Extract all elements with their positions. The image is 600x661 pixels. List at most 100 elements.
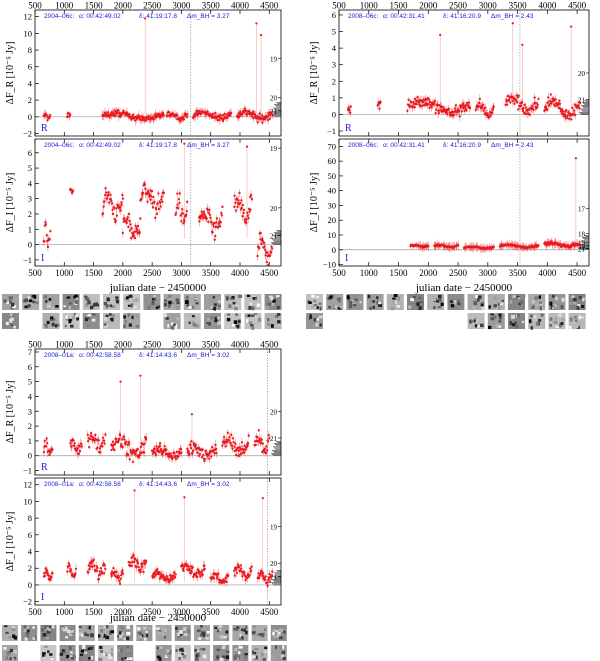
thumbnail-noise (108, 319, 111, 323)
thumbnail-noise (136, 299, 140, 302)
y-tick-label: 50 (328, 171, 337, 181)
x-tick-label-top: 3000 (172, 1, 191, 11)
x-tick-label-bottom: 2000 (419, 268, 438, 278)
panel-title-part: α: 00:42:31.41 (383, 142, 425, 149)
thumbnail-noise (408, 305, 412, 309)
thumbnail-noise (573, 316, 577, 319)
x-tick-label-bottom: 1500 (390, 268, 409, 278)
thumbnail-noise (213, 306, 216, 311)
thumbnail-noise (308, 322, 312, 326)
thumbnail-noise (176, 302, 180, 305)
thumbnail-noise (197, 653, 201, 658)
data-point (122, 435, 126, 438)
data-point (142, 570, 145, 574)
thumbnail-noise (10, 319, 14, 323)
data-point (129, 223, 132, 226)
data-point (172, 574, 175, 577)
data-point (410, 101, 413, 104)
thumbnail-noise (498, 313, 502, 317)
data-point (76, 447, 79, 450)
thumbnail-noise (51, 322, 55, 327)
data-point (133, 236, 137, 240)
data-point (185, 115, 189, 119)
thumbnail-noise (59, 652, 63, 656)
thumbnail-noise (126, 625, 130, 630)
data-point (249, 208, 252, 211)
data-point (241, 214, 244, 218)
thumbnail-noise (66, 629, 71, 634)
data-point (97, 578, 100, 581)
data-point (111, 202, 114, 205)
thumbnail-noise (274, 629, 279, 633)
thumbnail-noise (12, 315, 15, 318)
thumbnail-noise (337, 298, 341, 303)
data-point (71, 189, 75, 193)
thumbnail-noise (10, 306, 14, 310)
thumbnail-noise (194, 648, 197, 652)
data-point (181, 563, 184, 566)
data-point (43, 240, 46, 243)
data-point (120, 438, 124, 441)
data-point (263, 245, 266, 248)
data-point (112, 566, 115, 570)
thumbnail-noise (237, 324, 240, 329)
thumbnail-noise (281, 654, 284, 658)
thumbnail-noise (369, 306, 372, 310)
thumbnail-noise (271, 655, 275, 660)
data-point (249, 567, 252, 570)
thumbnail-noise (156, 627, 160, 630)
band-label: R (345, 123, 352, 134)
data-point (107, 111, 110, 114)
thumbnail-noise (235, 313, 238, 317)
data-point (264, 254, 267, 257)
x-tick-label-bottom: 4500 (260, 268, 279, 278)
data-point (88, 567, 91, 571)
thumbnail-noise (480, 303, 484, 307)
thumbnail-noise (521, 294, 526, 298)
thumbnail-noise (339, 305, 344, 309)
data-point (199, 112, 203, 115)
thumbnail-noise (88, 625, 91, 630)
data-point (573, 103, 576, 106)
thumbnail-strip (2, 625, 287, 641)
data-point (235, 197, 239, 200)
thumbnail-noise (214, 303, 218, 306)
data-point (103, 442, 106, 445)
thumbnail-noise (180, 635, 185, 639)
thumbnail-noise (99, 645, 102, 649)
y-tick-label: 4 (332, 43, 337, 53)
thumbnail-noise (262, 657, 266, 661)
thumbnail-noise (121, 657, 124, 661)
data-point (121, 197, 125, 200)
band-plot-i: 500 1000 1500 2000 2500 3000 3500 4000 4500 −1 0 1 2… (5, 138, 282, 278)
data-series (42, 489, 274, 590)
thumbnail-noise (161, 628, 164, 631)
thumbnail-noise (42, 656, 46, 660)
thumbnail-noise (453, 300, 457, 303)
thumbnail-noise (495, 324, 499, 329)
data-point (101, 212, 105, 215)
thumbnail-noise (68, 646, 72, 650)
thumbnail-noise (272, 299, 276, 303)
data-point (101, 571, 104, 574)
thumbnail-noise (539, 301, 543, 304)
thumbnail-noise (163, 302, 167, 307)
data-point (246, 576, 249, 580)
thumbnail-noise (267, 321, 271, 326)
thumbnail-noise (164, 654, 168, 659)
thumbnail-noise (313, 304, 318, 307)
data-point (190, 571, 193, 574)
thumbnail-noise (91, 631, 95, 635)
data-point (260, 242, 263, 245)
x-axis-label: julian date − 2450000 (109, 282, 207, 294)
data-point (567, 111, 570, 115)
band-plot-r: 500 1000 1500 2000 2500 3000 3500 4000 4500 −1 0 1 2… (5, 340, 282, 476)
thumbnail-noise (499, 303, 503, 306)
data-point (203, 564, 206, 567)
thumbnail-noise (479, 323, 484, 328)
thumbnail-noise (171, 322, 175, 326)
data-point (119, 577, 122, 580)
thumbnail-noise (549, 323, 553, 327)
data-point (454, 104, 458, 107)
thumbnail-noise (237, 651, 241, 655)
